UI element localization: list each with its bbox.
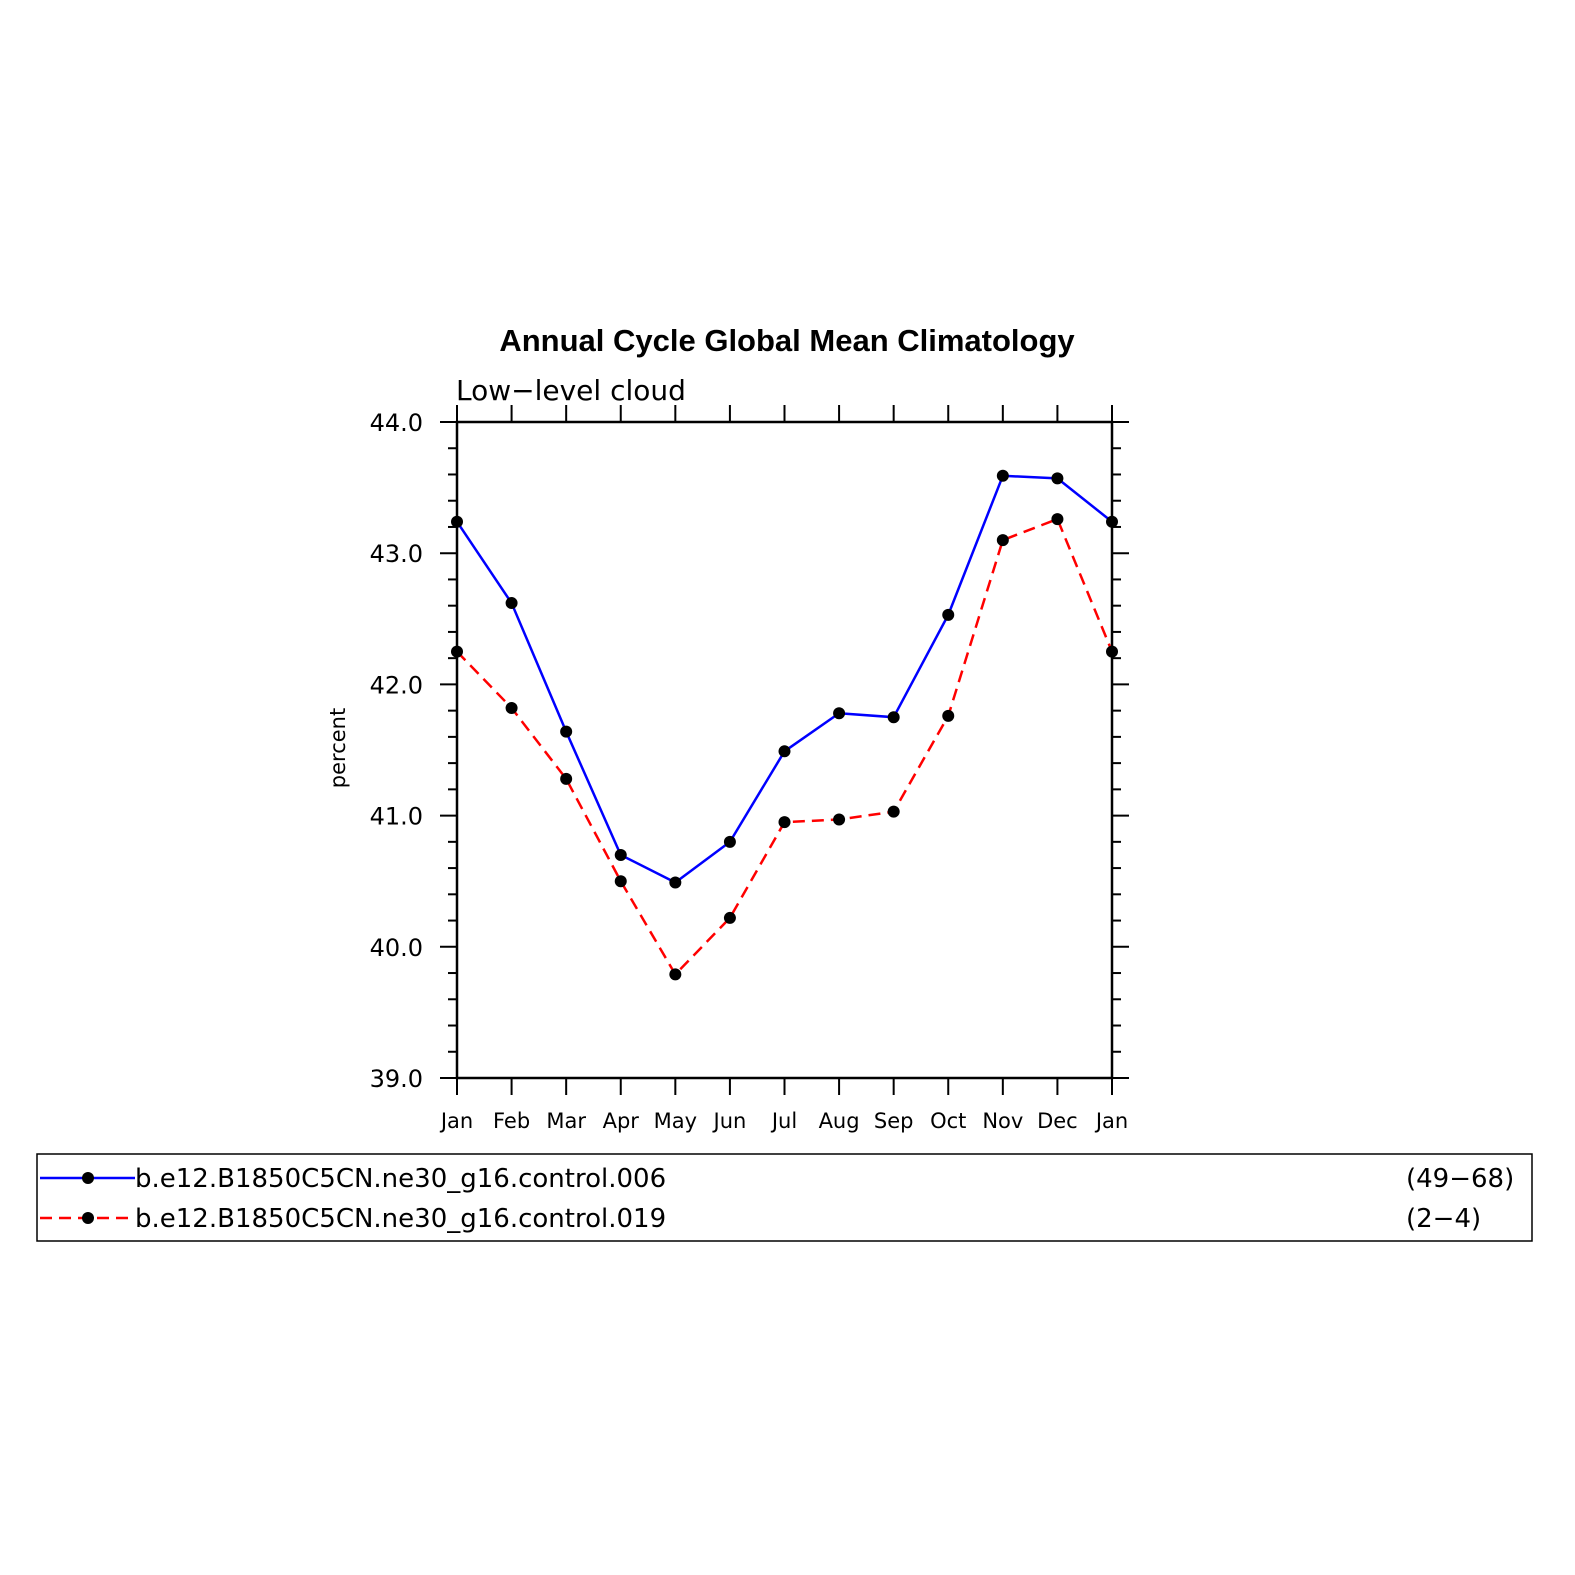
data-point	[505, 702, 518, 715]
data-point	[560, 725, 573, 738]
x-tick-label: Oct	[930, 1109, 966, 1133]
x-tick-label: Jun	[712, 1109, 747, 1133]
data-point	[505, 597, 518, 610]
data-point	[778, 745, 791, 758]
legend-label-1: b.e12.B1850C5CN.ne30_g16.control.006	[135, 1164, 666, 1194]
data-point	[614, 875, 627, 888]
data-point	[942, 608, 955, 621]
x-tick-label: Feb	[493, 1109, 530, 1133]
data-point	[451, 645, 463, 658]
data-point	[1051, 472, 1064, 485]
data-point	[887, 805, 900, 818]
legend-years-1: (49−68)	[1406, 1164, 1514, 1194]
axes: 39.0 40.0 41.0 42.0 43.0 44.0 Jan Feb Mar Apr May J…	[370, 405, 1129, 1133]
series-layer	[451, 469, 1118, 981]
chart-title: Annual Cycle Global Mean Climatology	[499, 323, 1075, 358]
data-point	[614, 848, 627, 861]
y-tick-label: 43.0	[370, 540, 423, 568]
x-tick-label: Dec	[1037, 1109, 1078, 1133]
x-tick-label: May	[654, 1109, 697, 1133]
y-tick-label: 42.0	[370, 671, 423, 699]
data-point	[669, 876, 682, 889]
data-point	[723, 835, 736, 848]
data-point	[560, 772, 573, 785]
legend-box	[36, 1153, 1533, 1242]
legend: b.e12.B1850C5CN.ne30_g16.control.006 (49−…	[36, 1153, 1533, 1242]
x-tick-label: Sep	[874, 1109, 914, 1133]
data-point	[669, 968, 682, 981]
legend-label-2: b.e12.B1850C5CN.ne30_g16.control.019	[135, 1204, 666, 1234]
x-tick-label: Nov	[982, 1109, 1023, 1133]
legend-years-2: (2−4)	[1406, 1204, 1481, 1234]
y-tick-label: 44.0	[370, 409, 423, 437]
data-point	[833, 813, 846, 826]
chart-subtitle: Low−level cloud	[456, 374, 686, 407]
y-tick-label: 41.0	[370, 803, 423, 831]
data-point	[833, 707, 846, 720]
x-tick-label: Jan	[439, 1109, 473, 1133]
series-2	[451, 513, 1118, 981]
data-point	[451, 515, 463, 528]
x-tick-label: Jan	[1094, 1109, 1128, 1133]
data-point	[1106, 515, 1118, 528]
data-point	[942, 709, 955, 722]
data-point	[996, 469, 1009, 482]
data-point	[1051, 513, 1064, 526]
y-tick-label: 39.0	[370, 1065, 423, 1093]
x-tick-label: Jul	[770, 1109, 797, 1133]
x-tick-label: Apr	[603, 1109, 640, 1133]
data-point	[723, 911, 736, 924]
data-point	[996, 534, 1009, 547]
data-point	[778, 816, 791, 829]
legend-marker-2	[82, 1212, 94, 1224]
x-tick-label: Mar	[546, 1109, 586, 1133]
y-tick-label: 40.0	[370, 934, 423, 962]
data-point	[1106, 645, 1118, 658]
series-1	[451, 469, 1118, 889]
data-point	[887, 711, 900, 724]
x-tick-label: Aug	[819, 1109, 860, 1133]
legend-marker-1	[82, 1172, 94, 1184]
y-axis-label: percent	[326, 708, 350, 788]
